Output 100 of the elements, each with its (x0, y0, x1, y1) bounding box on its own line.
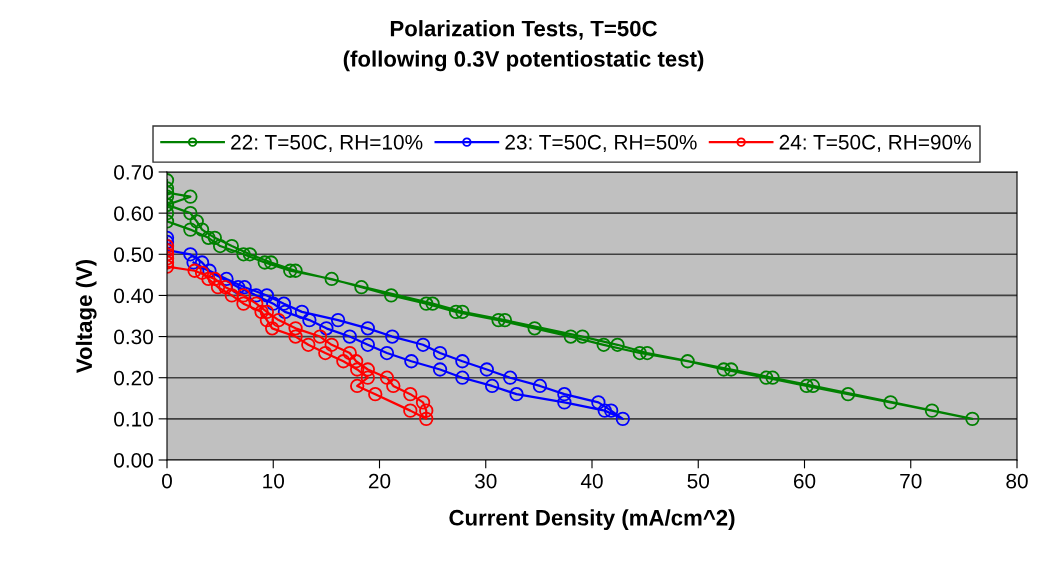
point (557, 387, 572, 402)
point (237, 280, 252, 295)
point (840, 387, 856, 402)
point (187, 263, 202, 278)
point (403, 403, 418, 418)
point (610, 337, 625, 352)
point (640, 345, 655, 361)
point (254, 304, 269, 320)
point (236, 296, 251, 311)
point (259, 312, 275, 328)
point (249, 296, 264, 311)
point (379, 370, 395, 385)
point (360, 321, 375, 336)
legend-label: 24: T=50C, RH=90% (779, 134, 971, 153)
y-tick-label: 0.60 (114, 206, 153, 221)
point (324, 337, 339, 352)
point (242, 247, 258, 262)
point (350, 378, 365, 394)
point (532, 378, 548, 394)
point (348, 354, 364, 369)
point (183, 205, 198, 221)
point (384, 288, 399, 303)
point (318, 345, 333, 361)
point (201, 271, 216, 287)
y-tick-label: 0.70 (114, 165, 153, 180)
point (419, 411, 434, 427)
point (294, 304, 310, 320)
point (432, 345, 448, 361)
point (799, 378, 814, 394)
point (360, 337, 375, 352)
x-tick-label: 70 (900, 473, 922, 489)
point (563, 329, 578, 344)
y-tick-label: 0.10 (114, 411, 153, 427)
x-tick-label: 30 (474, 473, 497, 489)
point (455, 370, 470, 385)
point (259, 304, 275, 320)
point (207, 271, 222, 287)
x-tick-label: 50 (687, 473, 710, 489)
point (283, 263, 298, 278)
point (883, 395, 898, 410)
point (603, 403, 619, 418)
point (479, 362, 494, 377)
point (575, 329, 590, 344)
point (259, 288, 275, 303)
point (425, 296, 440, 311)
x-axis-title: Current Density (mA/cm^2) (449, 509, 735, 530)
point (263, 255, 279, 270)
x-tick-label: 0 (162, 473, 172, 489)
point (724, 362, 739, 377)
point (379, 345, 395, 361)
point (591, 395, 606, 410)
point (194, 255, 210, 270)
point (448, 304, 464, 320)
point (354, 280, 369, 295)
point (491, 312, 506, 328)
point (342, 345, 357, 361)
y-tick-label: 0.40 (114, 288, 153, 304)
point (759, 370, 774, 385)
point (183, 222, 198, 237)
point (497, 312, 513, 328)
point (288, 263, 303, 278)
x-tick-label: 40 (580, 473, 603, 489)
point (330, 312, 346, 328)
point (266, 296, 281, 311)
y-tick-label: 0.00 (114, 453, 153, 468)
point (301, 337, 316, 352)
point (336, 354, 351, 369)
point (596, 337, 611, 352)
point (965, 411, 980, 427)
point (385, 329, 400, 344)
point (194, 265, 210, 280)
point (924, 403, 940, 418)
point (324, 271, 339, 287)
point (183, 247, 198, 262)
point (207, 230, 222, 245)
y-axis-title: Voltage (V) (75, 259, 97, 374)
point (632, 345, 647, 361)
point (509, 387, 524, 402)
point (194, 222, 210, 237)
point (212, 238, 228, 254)
point (597, 403, 612, 418)
x-tick-label: 80 (1006, 473, 1028, 489)
point (432, 362, 448, 377)
point (319, 321, 334, 336)
point (219, 271, 234, 287)
point (484, 378, 500, 394)
point (805, 378, 821, 394)
point (257, 255, 272, 270)
point (419, 296, 434, 311)
y-tick-label: 0.50 (114, 247, 153, 263)
point (360, 370, 375, 385)
point (201, 230, 216, 245)
x-tick-label: 20 (368, 473, 391, 489)
point (224, 288, 239, 303)
point (404, 354, 419, 369)
x-tick-label: 10 (263, 473, 285, 489)
point (716, 362, 731, 377)
point (277, 304, 293, 320)
point (271, 312, 286, 328)
point (615, 411, 630, 427)
